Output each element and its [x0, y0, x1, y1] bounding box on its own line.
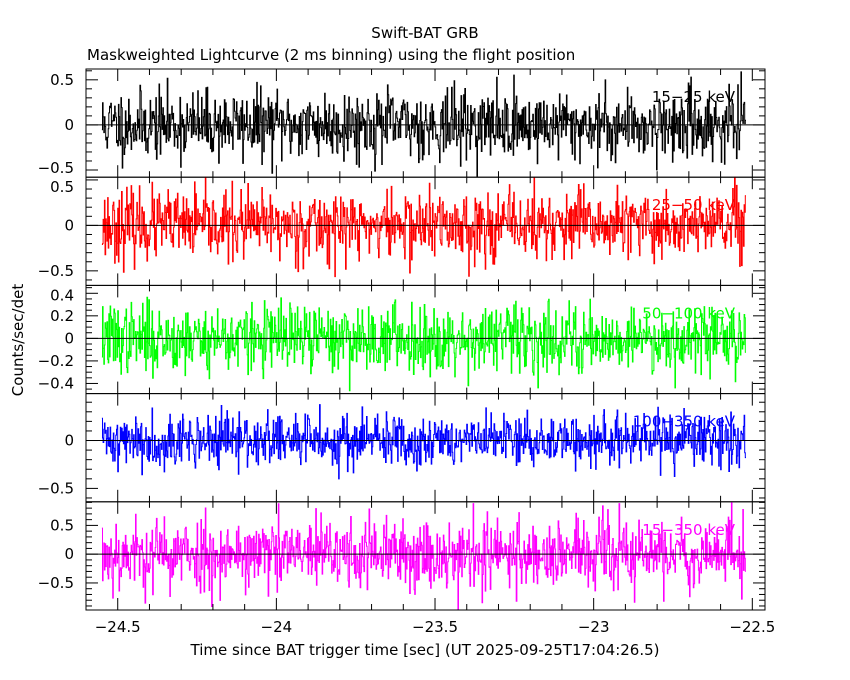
series-line-2 — [101, 296, 746, 392]
y-tick-label: −0.5 — [38, 159, 74, 177]
legend-label-3: 100−350 keV — [633, 413, 736, 431]
x-axis: −24.5 −24 −23.5 −23 −22.5 — [95, 618, 776, 636]
panel-4: −0.5 0 0.5 15−350 keV — [38, 501, 766, 611]
y-tick-label: −0.5 — [38, 262, 74, 280]
panel-1: −0.5 0 0.5 25−50 keV — [38, 176, 766, 286]
legend-label-1: 25−50 keV — [652, 196, 736, 214]
legend-label-4: 15−350 keV — [642, 521, 735, 539]
y-tick-label: −0.4 — [38, 374, 74, 392]
series-line-0 — [101, 71, 746, 177]
series-line-4 — [101, 502, 746, 611]
x-axis-label: Time since BAT trigger time [sec] (UT 20… — [190, 641, 660, 659]
y-tick-label: 0 — [64, 216, 74, 234]
y-axis-label: Counts/sec/det — [9, 284, 27, 397]
series-line-1 — [101, 176, 746, 278]
y-tick-label: 0.5 — [50, 516, 74, 534]
legend-label-2: 50−100 keV — [642, 304, 735, 322]
panel-frame-4 — [85, 501, 766, 611]
y-tick-label: 0 — [64, 116, 74, 134]
y-tick-label: 0 — [64, 432, 74, 450]
legend-label-0: 15−25 keV — [652, 88, 736, 106]
y-tick-label: 0.5 — [50, 178, 74, 196]
x-tick-label: −23.5 — [412, 618, 458, 636]
y-tick-label: 0 — [64, 545, 74, 563]
x-tick-label: −22.5 — [729, 618, 775, 636]
y-tick-label: −0.5 — [38, 574, 74, 592]
panel-2: −0.4 −0.2 0 0.2 0.4 50−100 keV — [38, 284, 766, 395]
y-tick-label: −0.2 — [38, 352, 74, 370]
chart-title: Swift-BAT GRB — [371, 24, 478, 42]
y-tick-label: 0.5 — [50, 71, 74, 89]
y-tick-label: −0.5 — [38, 479, 74, 497]
chart-subtitle: Maskweighted Lightcurve (2 ms binning) u… — [87, 46, 575, 64]
panels: −0.500.515−25 keV−0.500.525−50 keV−0.4−0… — [38, 68, 766, 611]
panel-0: −0.5 0 0.5 15−25 keV — [38, 68, 766, 178]
x-tick-label: −24 — [261, 618, 293, 636]
y-tick-label: 0 — [64, 329, 74, 347]
y-tick-label: 0.2 — [50, 307, 74, 325]
x-tick-label: −23 — [578, 618, 610, 636]
panel-3: −0.5 0 100−350 keV — [38, 393, 766, 503]
x-tick-label: −24.5 — [95, 618, 141, 636]
y-tick-label: 0.4 — [50, 286, 74, 304]
